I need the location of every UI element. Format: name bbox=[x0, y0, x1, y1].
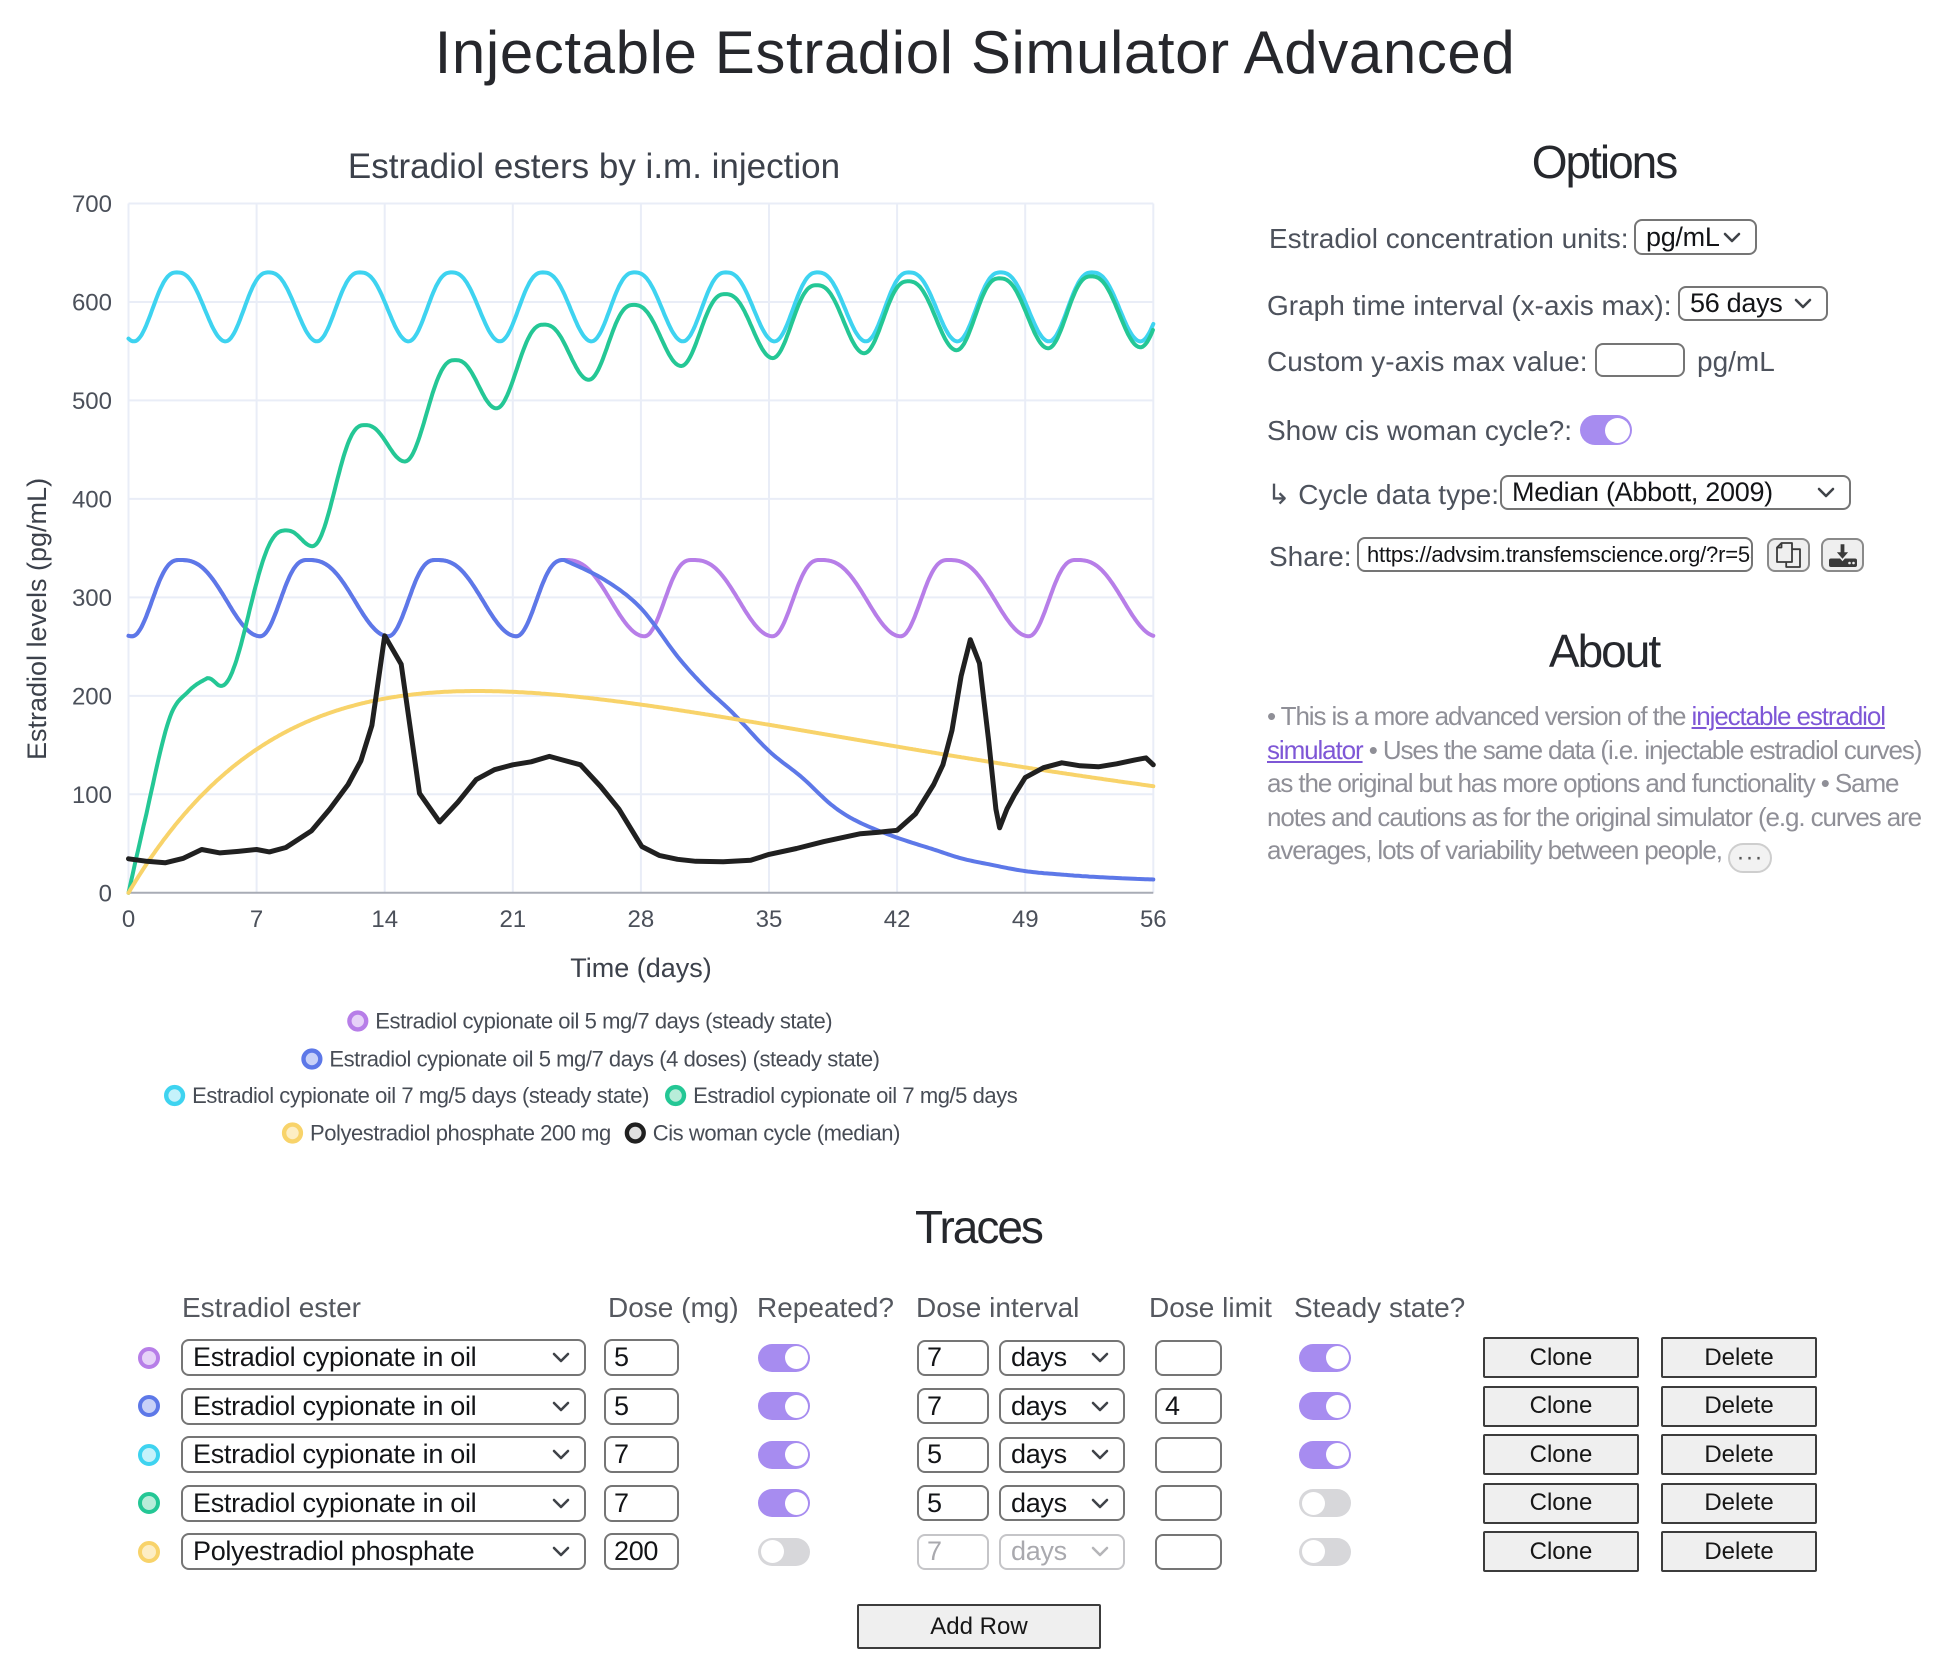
svg-text:14: 14 bbox=[371, 906, 398, 933]
svg-text:Estradiol levels (pg/mL): Estradiol levels (pg/mL) bbox=[22, 478, 52, 760]
svg-text:7: 7 bbox=[250, 906, 263, 933]
svg-text:Estradiol cypionate oil 5 mg/7: Estradiol cypionate oil 5 mg/7 days (ste… bbox=[375, 1009, 832, 1034]
svg-text:400: 400 bbox=[72, 486, 112, 513]
svg-text:49: 49 bbox=[1012, 906, 1039, 933]
svg-text:0: 0 bbox=[122, 906, 135, 933]
svg-text:Estradiol cypionate oil 7 mg/5: Estradiol cypionate oil 7 mg/5 days bbox=[693, 1083, 1018, 1108]
svg-text:300: 300 bbox=[72, 585, 112, 612]
svg-text:28: 28 bbox=[628, 906, 655, 933]
svg-text:42: 42 bbox=[884, 906, 911, 933]
svg-text:Estradiol esters by i.m. injec: Estradiol esters by i.m. injection bbox=[348, 147, 840, 186]
svg-text:500: 500 bbox=[72, 388, 112, 415]
svg-text:21: 21 bbox=[499, 906, 526, 933]
svg-text:56: 56 bbox=[1140, 906, 1167, 933]
svg-text:600: 600 bbox=[72, 290, 112, 317]
svg-text:0: 0 bbox=[99, 880, 112, 907]
svg-text:700: 700 bbox=[72, 191, 112, 218]
svg-text:200: 200 bbox=[72, 683, 112, 710]
svg-text:Polyestradiol phosphate 200 mg: Polyestradiol phosphate 200 mg bbox=[310, 1121, 611, 1146]
svg-text:Cis woman cycle (median): Cis woman cycle (median) bbox=[653, 1121, 900, 1146]
svg-text:Estradiol cypionate oil 7 mg/5: Estradiol cypionate oil 7 mg/5 days (ste… bbox=[192, 1083, 649, 1108]
svg-text:100: 100 bbox=[72, 782, 112, 809]
svg-text:Time (days): Time (days) bbox=[570, 953, 712, 983]
svg-text:35: 35 bbox=[756, 906, 783, 933]
svg-text:Estradiol cypionate oil 5 mg/7: Estradiol cypionate oil 5 mg/7 days (4 d… bbox=[329, 1047, 879, 1072]
